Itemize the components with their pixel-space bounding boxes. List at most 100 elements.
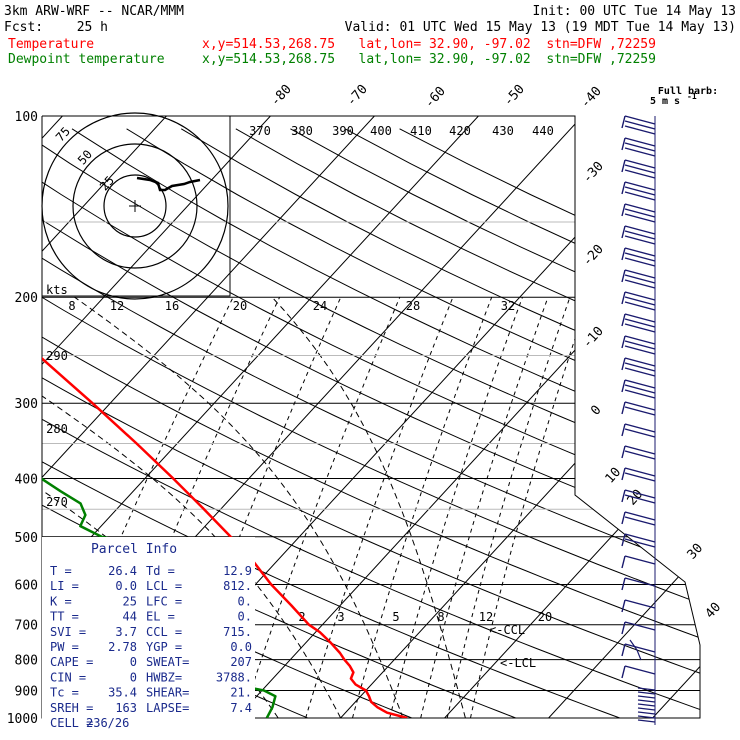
wind-barb <box>624 296 656 306</box>
wind-barb <box>624 115 656 125</box>
wind-barb <box>624 147 656 157</box>
isotherm-label: -10 <box>580 324 607 351</box>
dry-adiabat-label: 280 <box>46 422 68 436</box>
wind-barb <box>621 445 626 459</box>
wind-barb <box>624 203 656 213</box>
wind-barb <box>621 665 626 679</box>
wind-barb <box>624 511 656 521</box>
theta-e-label: 430 <box>492 124 514 138</box>
wind-barb <box>624 159 656 169</box>
parcel-param-value: 715. <box>223 625 252 639</box>
wind-barb <box>624 423 656 433</box>
theta-e-label: 410 <box>410 124 432 138</box>
isotherm-label: 0 <box>588 403 604 419</box>
isotherm-line <box>42 116 479 718</box>
wind-barb <box>624 577 656 587</box>
legend-temperature-info: x,y=514.53,268.75 lat,lon= 32.90, -97.02… <box>202 37 656 52</box>
wind-barb <box>621 489 626 503</box>
wind-barb <box>624 599 656 609</box>
lcl-marker: <-LCL <box>500 656 536 670</box>
mixing-ratio-label: 16 <box>165 299 179 313</box>
dry-adiabat-line <box>42 128 656 718</box>
valid-time: Valid: 01 UTC Wed 15 May 13 (19 MDT Tue … <box>345 20 736 35</box>
wind-barb <box>624 335 656 345</box>
init-time: Init: 00 UTC Tue 14 May 13 <box>533 4 737 19</box>
wind-barb <box>624 169 656 179</box>
parcel-param-name: CCL = <box>146 625 182 639</box>
wind-barb <box>624 467 656 477</box>
wind-barb <box>624 252 656 262</box>
wind-barb <box>621 225 626 239</box>
theta-e-label: 390 <box>332 124 354 138</box>
dry-adiabat-line <box>344 128 700 718</box>
wind-barb <box>624 367 656 377</box>
parcel-param-name: SWEAT= <box>146 655 189 669</box>
wind-barb <box>621 335 626 349</box>
parcel-param-value: 0.0 <box>230 640 252 654</box>
wind-barb <box>624 191 656 201</box>
parcel-param-name: K = <box>50 594 72 608</box>
mixing-ratio-label: 20 <box>538 610 552 624</box>
isotherm-label: 10 <box>603 465 625 487</box>
wind-barb <box>637 695 656 699</box>
wind-barb <box>637 699 656 703</box>
pressure-tick-label: 600 <box>15 578 38 593</box>
parcel-param-value: 12.9 <box>223 564 252 578</box>
dry-adiabat-line <box>42 128 700 718</box>
wind-barb <box>621 247 626 261</box>
barb-key-sup: -1 <box>687 92 697 101</box>
wind-barb <box>624 164 656 174</box>
wind-barb <box>624 120 656 130</box>
wind-barb <box>637 703 656 707</box>
parcel-param-name: T = <box>50 564 72 578</box>
parcel-param-value: 0 <box>130 670 137 684</box>
mixing-ratio-label: 8 <box>68 299 75 313</box>
parcel-param-value: 21. <box>230 686 252 700</box>
parcel-param-value: 207 <box>230 655 252 669</box>
theta-e-label: 400 <box>370 124 392 138</box>
parcel-param-value: 0.0 <box>115 579 137 593</box>
wind-barb <box>637 719 656 723</box>
isotherm-line <box>42 116 375 718</box>
isotherm-line <box>42 116 271 718</box>
parcel-info-background <box>42 537 255 719</box>
wind-barb <box>637 691 656 695</box>
wind-barb <box>624 379 656 389</box>
isotherm-label: -30 <box>580 159 607 186</box>
wind-barb <box>624 186 656 196</box>
parcel-param-name: LAPSE= <box>146 701 189 715</box>
wind-barb <box>621 137 626 151</box>
mixing-ratio-label: 5 <box>392 610 399 624</box>
legend-dewpoint-info: x,y=514.53,268.75 lat,lon= 32.90, -97.02… <box>202 52 656 67</box>
parcel-param-value: 163 <box>115 701 137 715</box>
wind-barb <box>624 384 656 394</box>
wind-barb <box>621 203 626 217</box>
parcel-param-name: Td = <box>146 564 175 578</box>
fcst-label: Fcst: <box>4 20 43 35</box>
wind-barb <box>624 665 656 675</box>
mixing-ratio-line <box>470 297 590 718</box>
model-title: 3km ARW-WRF -- NCAR/MMM <box>4 4 184 19</box>
wind-barb <box>624 450 656 460</box>
wind-barb <box>624 494 656 504</box>
ccl-marker: <-CCL <box>489 623 525 637</box>
wind-barb <box>637 715 656 719</box>
parcel-param-value: 35.4 <box>108 686 137 700</box>
pressure-tick-label: 800 <box>15 654 38 669</box>
dry-adiabat-label: 290 <box>46 349 68 363</box>
isotherm-line <box>444 116 700 718</box>
wind-barb <box>624 389 656 399</box>
wind-barb <box>621 577 626 591</box>
wind-barb <box>637 707 656 711</box>
wind-barb <box>624 125 656 135</box>
mixing-ratio-label: 12 <box>110 299 124 313</box>
moist-adiabat-line <box>42 296 342 718</box>
wind-barb <box>624 269 656 279</box>
theta-e-label: 420 <box>449 124 471 138</box>
hodograph-trace <box>136 176 201 192</box>
isotherm-label: -40 <box>578 84 605 111</box>
theta-e-label: 370 <box>249 124 271 138</box>
